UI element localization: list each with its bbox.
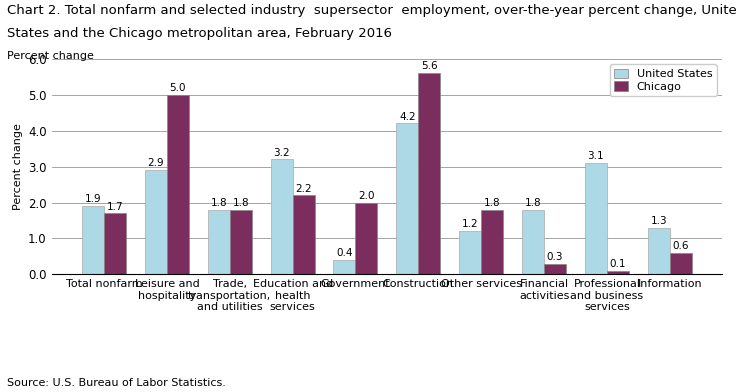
Bar <box>481 210 503 274</box>
Text: 0.3: 0.3 <box>547 252 563 262</box>
Bar <box>334 260 355 274</box>
Bar <box>397 123 419 274</box>
Text: 0.6: 0.6 <box>673 241 689 251</box>
Text: 0.4: 0.4 <box>336 248 353 258</box>
Text: 0.1: 0.1 <box>609 259 626 269</box>
Text: 1.7: 1.7 <box>107 201 123 212</box>
Bar <box>230 210 252 274</box>
Text: 2.2: 2.2 <box>296 183 312 194</box>
Bar <box>82 206 104 274</box>
Text: 1.8: 1.8 <box>484 198 500 208</box>
Legend: United States, Chicago: United States, Chicago <box>610 64 716 96</box>
Text: 2.0: 2.0 <box>358 191 374 201</box>
Bar <box>419 73 440 274</box>
Text: 3.1: 3.1 <box>587 151 604 161</box>
Bar <box>355 203 377 274</box>
Text: States and the Chicago metropolitan area, February 2016: States and the Chicago metropolitan area… <box>7 27 392 40</box>
Text: 1.8: 1.8 <box>211 198 227 208</box>
Bar <box>544 264 566 274</box>
Bar <box>522 210 544 274</box>
Text: Percent change: Percent change <box>7 51 94 61</box>
Bar <box>104 213 126 274</box>
Text: 3.2: 3.2 <box>273 148 290 158</box>
Text: 4.2: 4.2 <box>399 112 416 122</box>
Text: 1.9: 1.9 <box>85 194 102 204</box>
Text: 2.9: 2.9 <box>147 158 164 169</box>
Text: Source: U.S. Bureau of Labor Statistics.: Source: U.S. Bureau of Labor Statistics. <box>7 378 226 388</box>
Text: 1.3: 1.3 <box>651 216 667 226</box>
Bar <box>208 210 230 274</box>
Text: 1.8: 1.8 <box>525 198 542 208</box>
Text: Chart 2. Total nonfarm and selected industry  supersector  employment, over-the-: Chart 2. Total nonfarm and selected indu… <box>7 4 737 17</box>
Bar <box>167 95 189 274</box>
Bar <box>145 170 167 274</box>
Bar <box>270 160 293 274</box>
Bar <box>670 253 692 274</box>
Bar <box>293 195 315 274</box>
Text: 5.0: 5.0 <box>170 83 186 93</box>
Bar <box>648 228 670 274</box>
Text: 1.2: 1.2 <box>462 220 478 229</box>
Text: 5.6: 5.6 <box>421 62 438 71</box>
Bar <box>607 271 629 274</box>
Text: 1.8: 1.8 <box>232 198 249 208</box>
Y-axis label: Percent change: Percent change <box>13 123 23 210</box>
Bar <box>459 231 481 274</box>
Bar <box>585 163 607 274</box>
